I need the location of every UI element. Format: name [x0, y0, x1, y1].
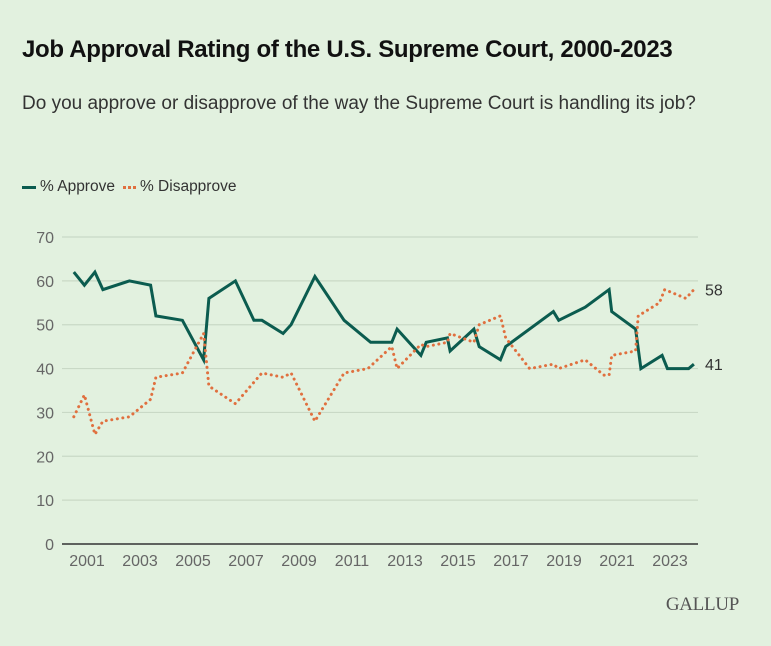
y-tick-label-0: 0: [45, 537, 54, 554]
y-tick-label-10: 10: [36, 493, 54, 510]
x-tick-label-2011: 2011: [335, 553, 370, 570]
x-axis-ticks: 2001 2003 2005 2007 2009 2011 2013 2015 2017 2019…: [69, 553, 688, 570]
x-tick-label-2019: 2019: [546, 553, 582, 570]
series-line-approve: [72, 269, 695, 372]
y-tick-label-70: 70: [36, 230, 54, 247]
x-tick-label-2021: 2021: [599, 553, 635, 570]
end-labels: 41 58: [705, 283, 723, 375]
y-axis-ticks: 0 10 20 30 40 50 60 70: [36, 230, 54, 554]
gridlines: [62, 236, 698, 501]
end-label-approve: 41: [705, 357, 723, 374]
chart-title: Job Approval Rating of the U.S. Supreme …: [22, 36, 673, 63]
legend-item-disapprove: % Disapprove: [122, 178, 237, 196]
series-lines: [72, 269, 696, 439]
end-label-disapprove: 58: [705, 283, 723, 300]
legend-item-approve: % Approve: [22, 178, 115, 196]
x-tick-label-2007: 2007: [228, 553, 264, 570]
gallup-logo: GALLUP: [665, 594, 739, 615]
y-tick-label-20: 20: [36, 449, 54, 466]
x-tick-label-2013: 2013: [387, 553, 423, 570]
legend-swatch-disapprove: [122, 185, 136, 189]
x-tick-label-2017: 2017: [493, 553, 529, 570]
y-tick-label-60: 60: [36, 274, 54, 291]
legend-swatch-approve: [22, 185, 36, 189]
x-tick-label-2003: 2003: [122, 553, 158, 570]
legend: % Approve % Disapprove: [22, 178, 244, 196]
x-tick-label-2001: 2001: [69, 553, 105, 570]
y-tick-label-40: 40: [36, 362, 54, 379]
x-tick-label-2015: 2015: [440, 553, 476, 570]
legend-label-approve: % Approve: [40, 178, 115, 195]
y-tick-label-50: 50: [36, 318, 54, 335]
chart-subtitle: Do you approve or disapprove of the way …: [22, 93, 696, 114]
legend-label-disapprove: % Disapprove: [139, 178, 237, 195]
x-tick-label-2005: 2005: [175, 553, 211, 570]
x-tick-label-2023: 2023: [652, 553, 688, 570]
series-line-disapprove: [72, 287, 696, 439]
x-tick-label-2009: 2009: [281, 553, 317, 570]
y-tick-label-30: 30: [36, 405, 54, 422]
